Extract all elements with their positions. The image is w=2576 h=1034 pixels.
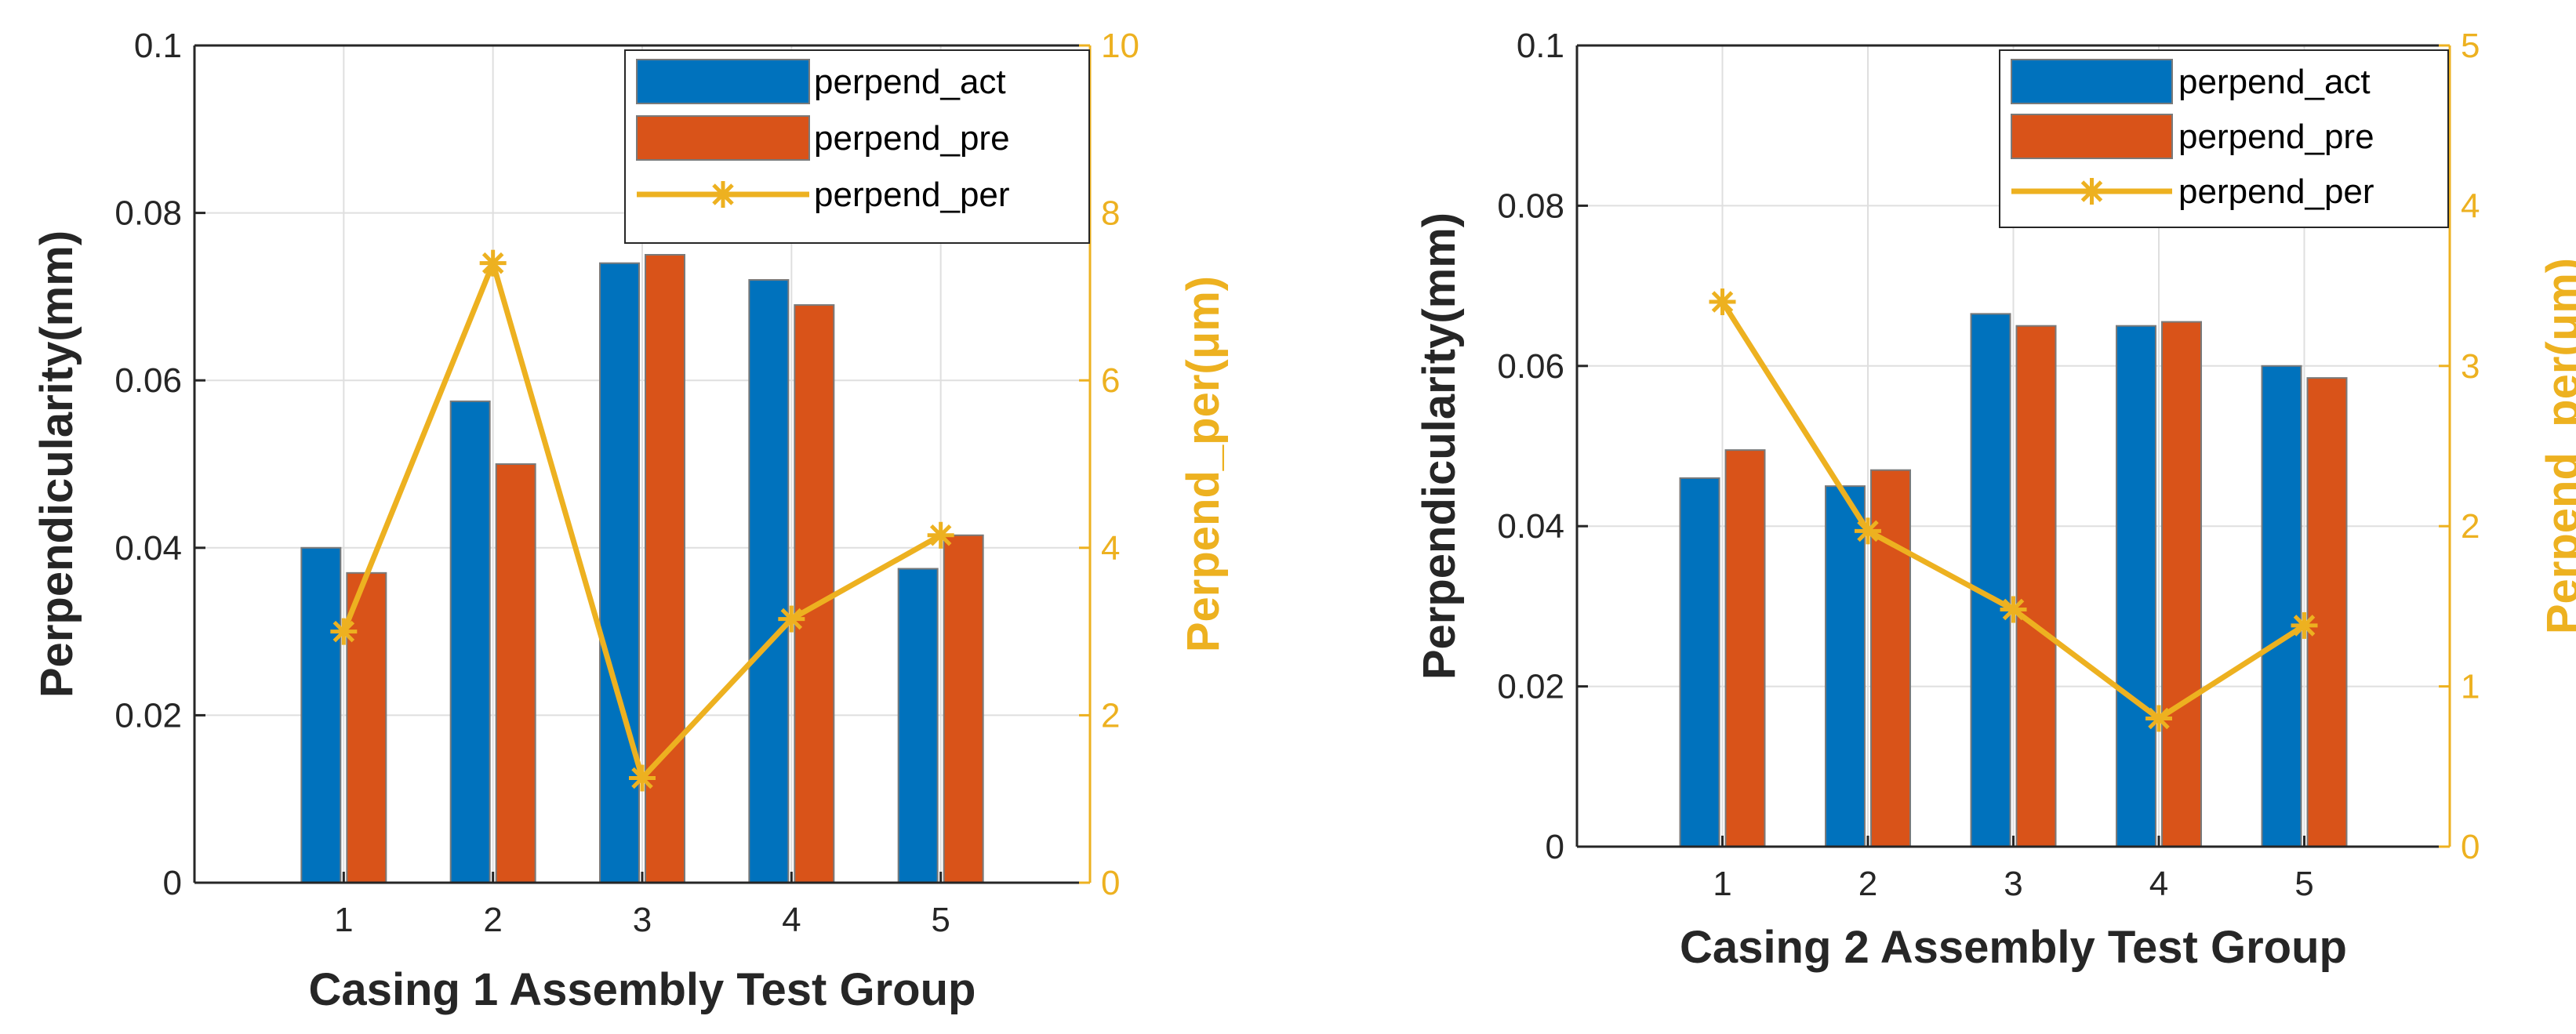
x-tick-label: 1 [1713,865,1731,903]
y-tick-label-right: 4 [1101,529,1120,568]
bar-perpend_pre-3 [645,254,685,883]
x-tick-label: 1 [334,901,353,939]
marker-stroke [2293,615,2316,637]
bar-perpend_pre-2 [1870,469,1911,847]
marker-stroke [2148,707,2170,730]
y-axis-label-left: Perpendicularity(mm) [31,230,82,698]
y-tick-label-right: 10 [1101,27,1139,65]
x-tick-label: 2 [1858,865,1877,903]
y-tick-label-left: 0.02 [1497,668,1564,706]
marker-perpend_per-5 [927,521,954,549]
y-tick-label-left: 0.04 [1497,507,1564,546]
marker-perpend_per-1 [330,618,358,645]
legend-label-perpend_pre: perpend_pre [2178,118,2374,156]
bar-perpend_pre-3 [2015,325,2057,847]
bar-perpend_act-2 [1825,485,1866,847]
bar-perpend_act-3 [1970,313,2011,847]
bar-perpend_pre-4 [794,304,835,883]
marker-stroke [481,252,504,274]
bar-perpend_act-5 [2261,365,2302,847]
y-axis-label-right: Perpend_per(μm) [1178,276,1229,652]
y-tick-label-left: 0.08 [114,194,182,233]
marker-stroke [631,767,653,789]
x-tick-label: 5 [931,901,950,939]
y-axis-label-right: Perpend_per(μm) [2538,258,2576,634]
marker-stroke [332,620,355,643]
bar-perpend_pre-2 [495,463,536,883]
legend-label-perpend_per: perpend_per [2178,172,2374,211]
legend-label-perpend_act: perpend_act [814,63,1006,101]
y-tick-label-left: 0.04 [114,529,182,568]
bar-perpend_pre-1 [346,571,387,884]
y-tick-label-left: 0.06 [1497,347,1564,386]
y-tick-label-left: 0.1 [134,27,182,65]
y-tick-label-left: 0 [163,864,182,902]
marker-perpend_per-4 [2145,705,2172,732]
x-tick-label: 4 [782,901,801,939]
y-tick-label-left: 0.06 [114,361,182,400]
marker-stroke [2002,598,2025,621]
y-tick-label-right: 0 [1101,864,1120,902]
marker-stroke [929,524,952,546]
y-tick-label-left: 0 [1546,828,1564,866]
y-tick-label-right: 8 [1101,194,1120,233]
bar-perpend_act-1 [1679,477,1720,847]
bar-perpend_pre-5 [2306,377,2348,847]
marker-perpend_per-1 [1709,288,1736,316]
x-axis-label: Casing 1 Assembly Test Group [309,964,976,1015]
y-axis-label-left: Perpendicularity(mm) [1414,212,1465,680]
marker-perpend_per-4 [778,605,805,633]
x-tick-label: 2 [483,901,502,939]
marker-perpend_per-3 [2000,596,2027,623]
marker-perpend_per-5 [2291,611,2318,639]
x-tick-label: 5 [2294,865,2313,903]
y-tick-label-left: 0.02 [114,696,182,735]
legend: perpend_act perpend_pre perpend_per [624,49,1090,244]
marker-perpend_per-2 [1855,517,1881,545]
legend-swatch-perpend_pre [2011,114,2173,159]
y-tick-label-right: 4 [2461,187,2480,225]
legend-marker-stroke [2080,180,2103,202]
x-tick-label: 4 [2149,865,2168,903]
marker-stroke [1857,520,1879,542]
marker-perpend_per-2 [479,249,507,277]
y-tick-label-right: 5 [2461,27,2480,65]
legend-swatch-perpend_pre [636,115,810,161]
y-tick-label-right: 2 [2461,507,2480,546]
bar-perpend_act-4 [2116,325,2156,847]
legend-marker-stroke [712,183,734,205]
legend-swatch-perpend_act [636,59,810,104]
y-tick-label-right: 1 [2461,668,2480,706]
legend-label-perpend_pre: perpend_pre [814,119,1010,158]
bar-perpend_act-4 [748,279,790,884]
x-tick-label: 3 [2004,865,2022,903]
bar-perpend_act-5 [897,568,939,883]
legend: perpend_act perpend_pre perpend_per [1999,49,2449,228]
bar-perpend_pre-4 [2161,321,2202,847]
x-tick-label: 3 [633,901,652,939]
y-tick-label-right: 2 [1101,696,1120,735]
y-tick-label-right: 6 [1101,361,1120,400]
y-tick-label-right: 0 [2461,828,2480,866]
marker-stroke [1711,291,1734,313]
y-tick-label-left: 0.08 [1497,187,1564,225]
legend-swatch-perpend_act [2011,59,2173,104]
marker-perpend_per-3 [629,764,656,792]
chart-casing-2: 0 0.02 0.04 0.06 0.08 0.1 0 1 2 3 4 5 1 2 3 4 5 Casing 2 … [1414,27,2576,973]
legend-label-perpend_act: perpend_act [2178,63,2371,101]
bar-perpend_pre-1 [1724,449,1766,847]
bar-perpend_act-3 [599,262,640,883]
x-axis-label: Casing 2 Assembly Test Group [1680,922,2347,973]
y-tick-label-left: 0.1 [1517,27,1564,65]
legend-label-perpend_per: perpend_per [814,176,1010,214]
bar-perpend_pre-5 [943,534,984,884]
bar-perpend_act-2 [449,400,491,883]
bar-perpend_act-1 [300,546,342,883]
y-tick-label-right: 3 [2461,347,2480,386]
marker-stroke [780,608,803,630]
